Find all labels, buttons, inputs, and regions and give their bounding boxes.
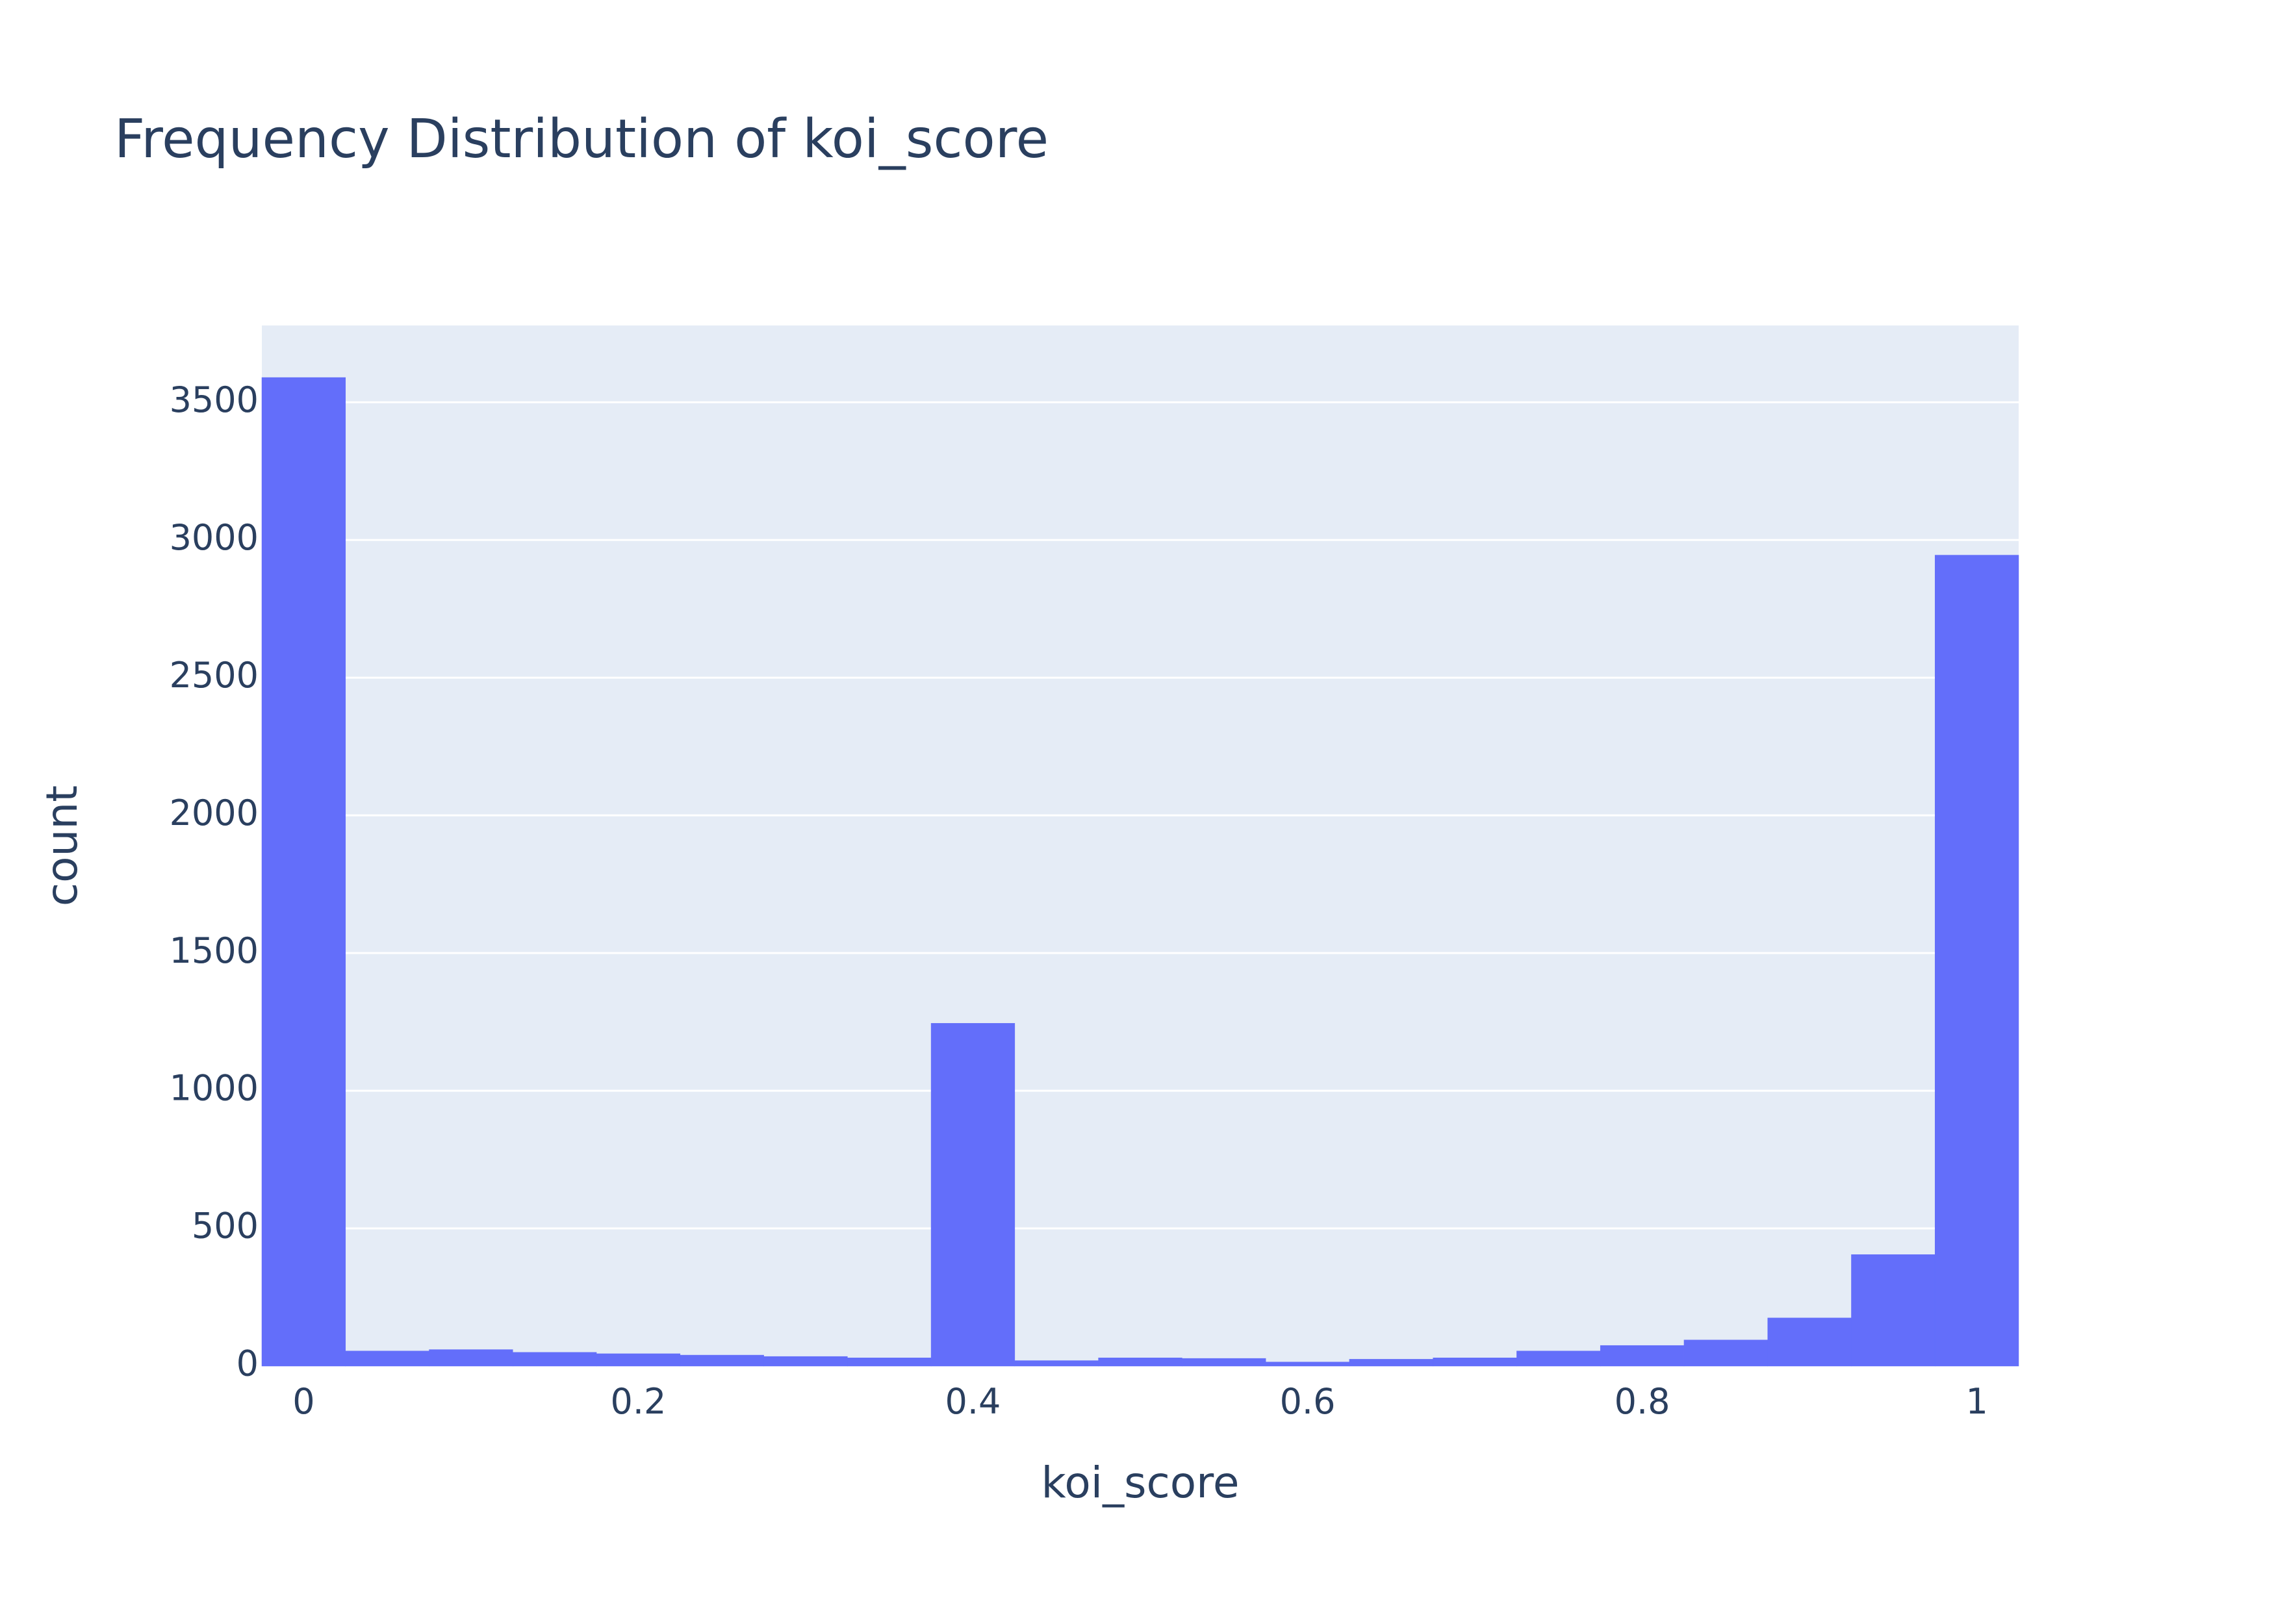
y-tick-label: 2500 (170, 655, 259, 696)
y-tick-label: 2000 (170, 793, 259, 833)
y-tick-label: 3500 (170, 379, 259, 420)
histogram-bar[interactable] (847, 1358, 932, 1367)
histogram-bar[interactable] (930, 1022, 1016, 1367)
histogram-bar[interactable] (1265, 1362, 1350, 1367)
x-tick-label: 0.4 (945, 1381, 1001, 1422)
histogram-bar[interactable] (429, 1349, 513, 1367)
histogram-bar[interactable] (1600, 1345, 1685, 1367)
y-tick-label: 1500 (170, 930, 259, 971)
x-axis-ticks: 0 0.2 0.4 0.6 0.8 1 (292, 1381, 1988, 1422)
histogram-bar[interactable] (1349, 1359, 1433, 1367)
histogram-bar[interactable] (1934, 555, 2019, 1367)
histogram-bar[interactable] (1851, 1254, 1935, 1367)
y-tick-label: 1000 (170, 1068, 259, 1109)
histogram-bar[interactable] (1767, 1317, 1852, 1367)
y-tick-label: 3000 (170, 517, 259, 558)
x-tick-label: 0.2 (610, 1381, 666, 1422)
x-axis-label: koi_score (1041, 1458, 1240, 1508)
histogram-bar[interactable] (345, 1351, 429, 1367)
histogram-bar[interactable] (513, 1352, 597, 1367)
chart-title: Frequency Distribution of koi_score (114, 108, 1049, 170)
x-tick-label: 0.8 (1615, 1381, 1670, 1422)
histogram-bar[interactable] (1014, 1360, 1099, 1367)
histogram-bar[interactable] (1516, 1351, 1601, 1367)
histogram-bar[interactable] (1433, 1358, 1517, 1367)
x-tick-label: 0 (292, 1381, 314, 1422)
histogram-bar[interactable] (1683, 1339, 1768, 1367)
gridlines (262, 401, 2019, 1230)
y-axis-label: count (37, 785, 87, 906)
y-tick-label: 500 (192, 1206, 259, 1247)
y-tick-label: 0 (236, 1343, 259, 1384)
x-tick-label: 1 (1965, 1381, 1987, 1422)
histogram-bar[interactable] (1098, 1358, 1182, 1367)
histogram-bar[interactable] (261, 377, 346, 1367)
y-axis-ticks: 0 500 1000 1500 2000 2500 3000 3500 (170, 379, 259, 1384)
histogram-bar[interactable] (1182, 1358, 1266, 1367)
bars (261, 377, 2019, 1367)
plot-area (262, 325, 2019, 1366)
histogram-bar[interactable] (680, 1354, 764, 1367)
x-tick-label: 0.6 (1280, 1381, 1336, 1422)
histogram-bar[interactable] (596, 1353, 681, 1367)
histogram-bar[interactable] (763, 1356, 848, 1367)
